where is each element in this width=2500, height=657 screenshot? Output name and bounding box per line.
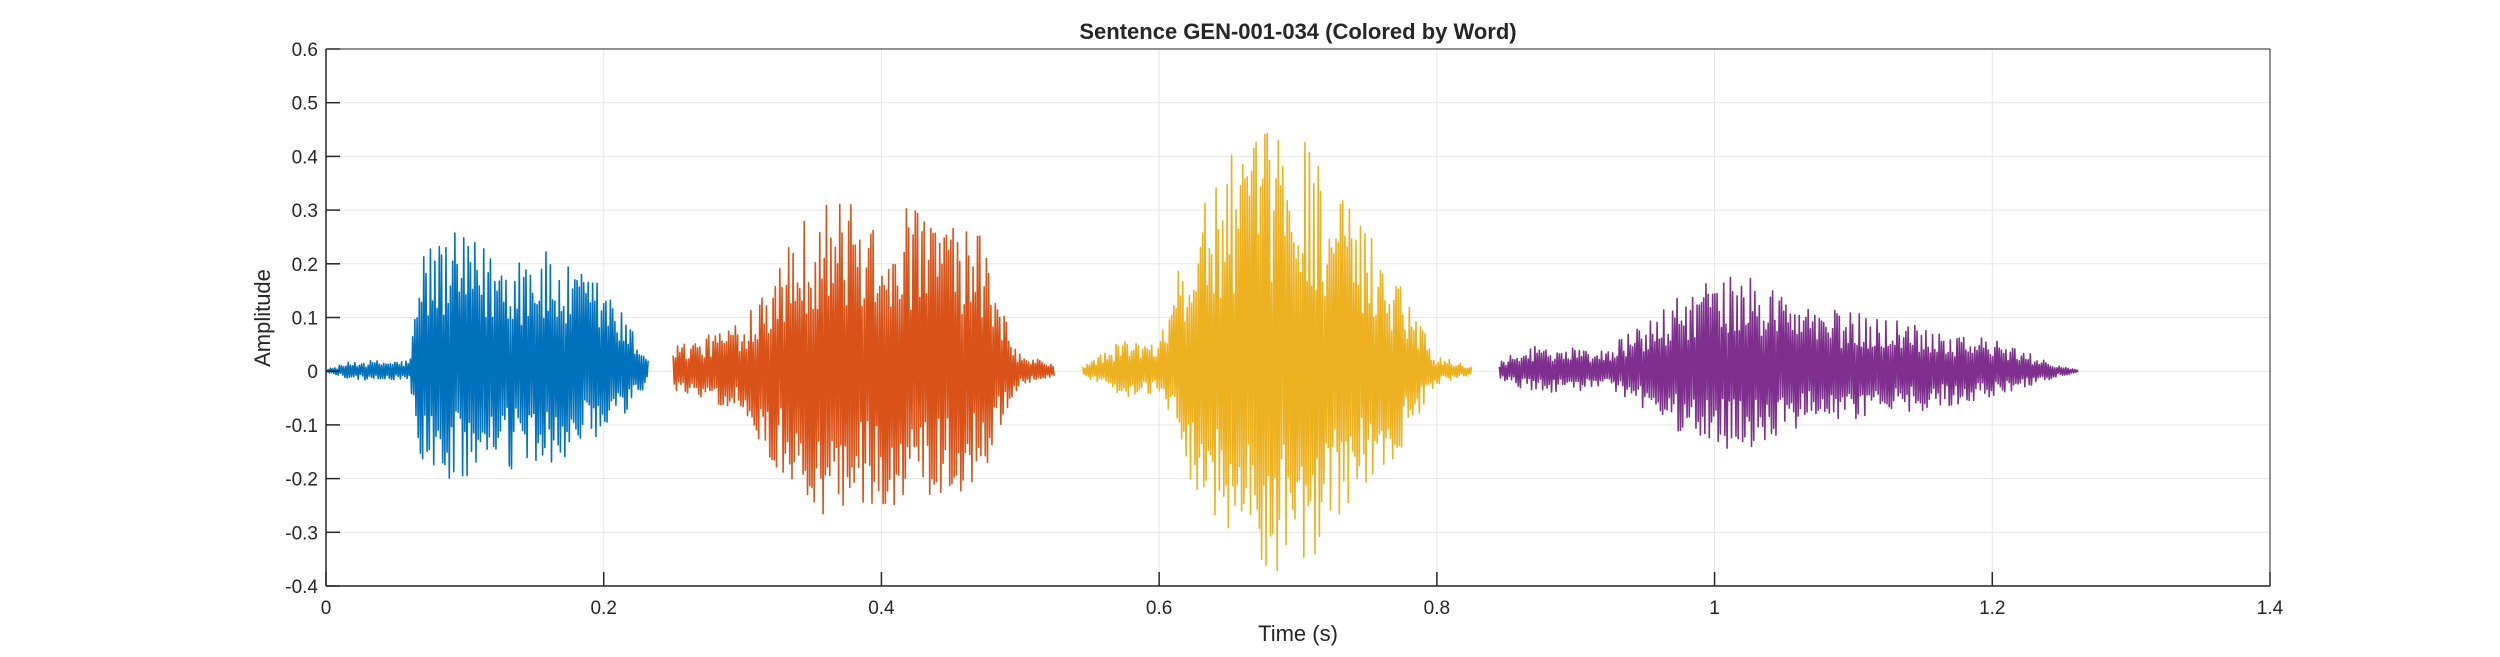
y-axis-label: Amplitude bbox=[250, 269, 275, 367]
y-tick-label: -0.2 bbox=[285, 470, 318, 491]
x-tick-label: 0.8 bbox=[1424, 598, 1450, 619]
y-tick-label: 0 bbox=[307, 362, 318, 383]
x-tick-labels: 0 0.2 0.4 0.6 0.8 1 1.2 1.4 bbox=[321, 598, 2284, 619]
word-4-waveform bbox=[1498, 276, 2079, 449]
x-tick-label: 0 bbox=[321, 598, 332, 619]
x-tick-label: 0.2 bbox=[591, 598, 617, 619]
y-tick-label: 0.5 bbox=[292, 94, 318, 115]
x-tick-label: 0.4 bbox=[868, 598, 895, 619]
y-tick-label: 0.6 bbox=[292, 40, 318, 61]
x-tick-label: 0.6 bbox=[1146, 598, 1172, 619]
y-tick-label: 0.3 bbox=[292, 201, 318, 222]
ticks bbox=[325, 48, 2271, 587]
series-layer bbox=[325, 132, 2079, 572]
x-tick-label: 1.4 bbox=[2257, 598, 2284, 619]
y-tick-labels: -0.4 -0.3 -0.2 -0.1 0 0.1 0.2 0.3 0.4 0.5 0.6 bbox=[285, 40, 318, 598]
x-tick-label: 1.2 bbox=[1979, 598, 2005, 619]
y-tick-label: 0.4 bbox=[292, 147, 319, 168]
y-tick-label: -0.3 bbox=[285, 523, 318, 544]
y-tick-label: -0.1 bbox=[285, 416, 318, 437]
chart-title: Sentence GEN-001-034 (Colored by Word) bbox=[1079, 19, 1516, 44]
y-tick-label: 0.2 bbox=[292, 255, 318, 276]
x-axis-label: Time (s) bbox=[1258, 621, 1338, 646]
x-tick-label: 1 bbox=[1709, 598, 1720, 619]
word-1-waveform bbox=[325, 232, 649, 479]
word-2-waveform bbox=[672, 203, 1055, 515]
word-3-waveform bbox=[1081, 132, 1473, 572]
y-tick-label: -0.4 bbox=[285, 577, 318, 598]
y-tick-label: 0.1 bbox=[292, 309, 318, 330]
